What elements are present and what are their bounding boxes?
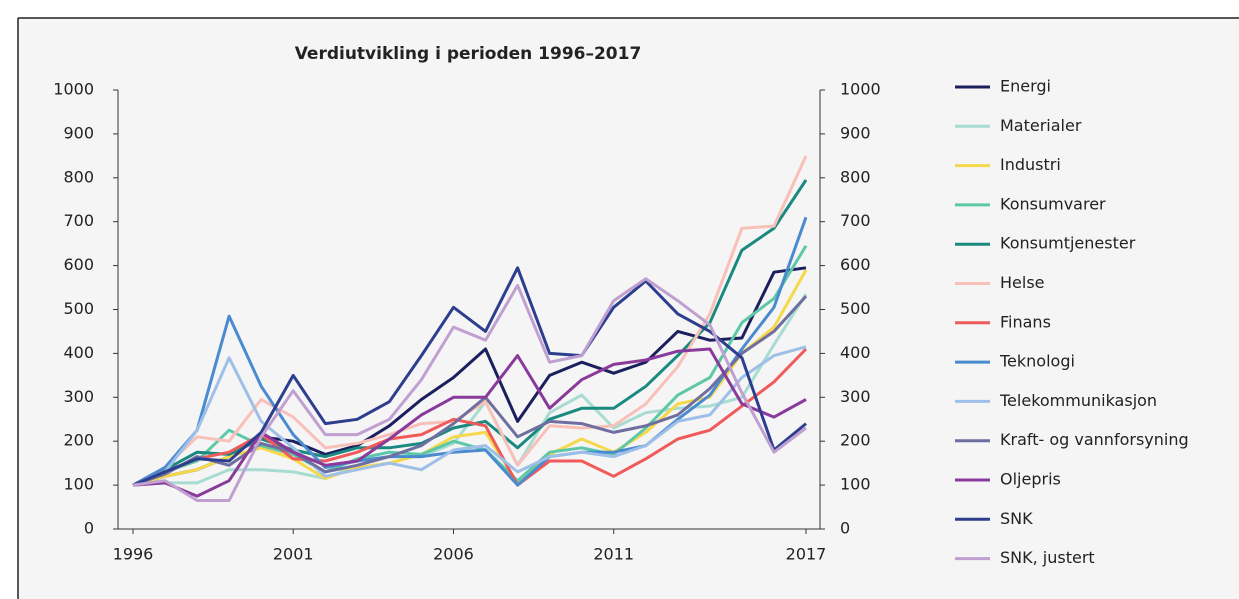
series-line [132,277,807,502]
series-line [132,266,807,487]
y2-tick-label: 0 [840,519,850,538]
y2-tick-label: 500 [840,299,871,318]
legend-label: Kraft- og vannforsyning [1000,430,1189,449]
y-tick-label: 400 [63,343,94,362]
legend-label: Telekommunikasjon [999,391,1157,410]
y-tick-label: 1000 [53,80,94,99]
series-line [132,347,808,487]
x-tick-label: 2001 [273,545,314,564]
legend-label: Finans [1000,312,1051,331]
legend-label: Industri [1000,155,1061,174]
chart-title: Verdiutvikling i perioden 1996–2017 [295,44,642,64]
y2-tick-label: 100 [840,475,871,494]
series-line [132,245,808,487]
legend-label: Konsumtjenester [1000,234,1136,253]
x-tick-label: 2017 [786,545,827,564]
y2-tick-label: 200 [840,431,871,450]
legend-label: Materialer [1000,116,1082,135]
y-tick-label: 100 [63,475,94,494]
y2-tick-label: 1000 [840,80,881,99]
series-line [132,347,807,498]
y2-tick-label: 900 [840,123,871,142]
y-tick-label: 300 [63,387,94,406]
x-tick-label: 2006 [433,545,474,564]
legend-label: SNK [1000,509,1033,528]
y2-tick-label: 300 [840,387,871,406]
y-tick-label: 800 [63,167,94,186]
y2-tick-label: 700 [840,211,871,230]
y-tick-label: 500 [63,299,94,318]
y-tick-label: 700 [63,211,94,230]
y2-tick-label: 600 [840,255,871,274]
series-line [132,345,807,487]
y-tick-label: 0 [84,519,94,538]
legend-label: Teknologi [999,352,1075,371]
legend-label: Helse [1000,273,1045,292]
frame [18,18,1239,599]
legend-label: Energi [1000,77,1051,96]
legend-label: SNK, justert [1000,548,1095,567]
x-tick-label: 2011 [593,545,634,564]
y-tick-label: 600 [63,255,94,274]
legend-label: Konsumvarer [1000,194,1106,213]
legend-label: Oljepris [1000,470,1061,489]
x-tick-label: 1996 [113,545,154,564]
y2-tick-label: 400 [840,343,871,362]
y2-tick-label: 800 [840,167,871,186]
y-tick-label: 900 [63,123,94,142]
series-line [132,216,808,487]
y-tick-label: 200 [63,431,94,450]
